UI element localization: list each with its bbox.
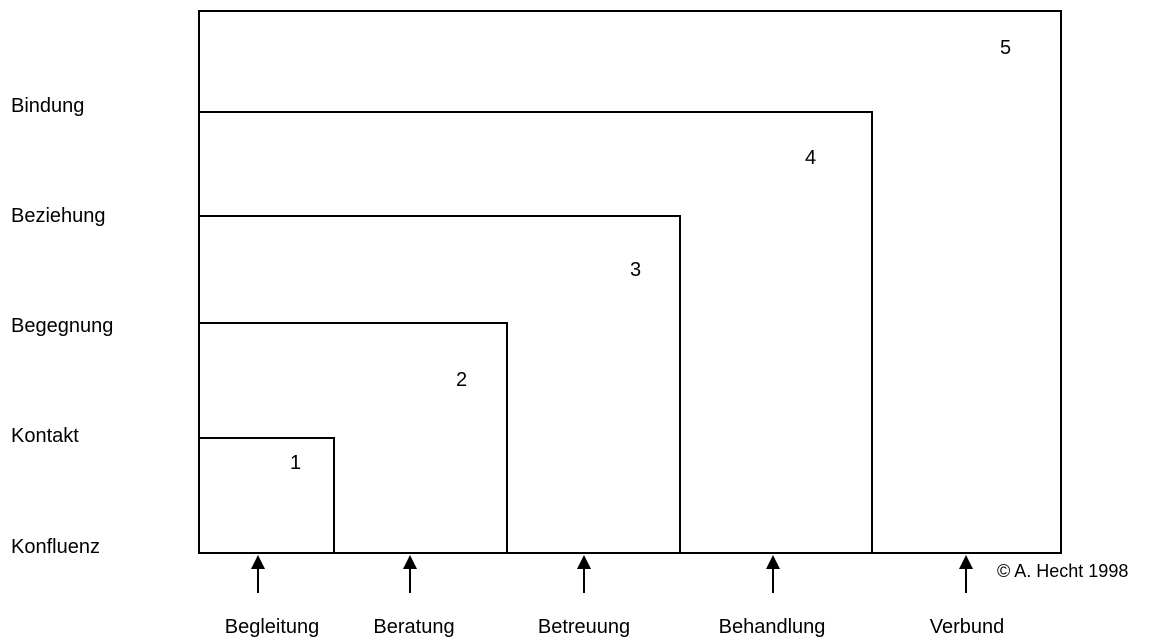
service-label-beratung: Beratung	[373, 616, 455, 638]
arrow-up-icon	[251, 555, 265, 593]
service-label-begleitung: Begleitung	[224, 616, 320, 638]
level-label-bindung: Bindung	[11, 95, 85, 117]
box-number-5: 5	[1000, 37, 1012, 59]
arrow-up-icon	[766, 555, 780, 593]
box-number-1: 1	[290, 452, 302, 474]
arrow-up-icon	[403, 555, 417, 593]
arrow-up-icon	[959, 555, 973, 593]
level-label-beziehung: Beziehung	[11, 205, 106, 227]
box-number-2: 2	[456, 369, 468, 391]
service-label-verbund: Verbund	[929, 616, 1005, 638]
service-label-betreuung: Betreuung	[537, 616, 631, 638]
level-label-begegnung: Begegnung	[11, 315, 114, 337]
service-label-behandlung: Behandlung	[718, 616, 826, 638]
box-number-3: 3	[630, 259, 642, 281]
copyright-notice: © A. Hecht 1998	[997, 561, 1129, 581]
box-level-1	[198, 437, 335, 554]
box-number-4: 4	[805, 147, 817, 169]
arrow-up-icon	[577, 555, 591, 593]
level-label-kontakt: Kontakt	[11, 425, 79, 447]
level-label-konfluenz: Konfluenz	[11, 536, 100, 558]
